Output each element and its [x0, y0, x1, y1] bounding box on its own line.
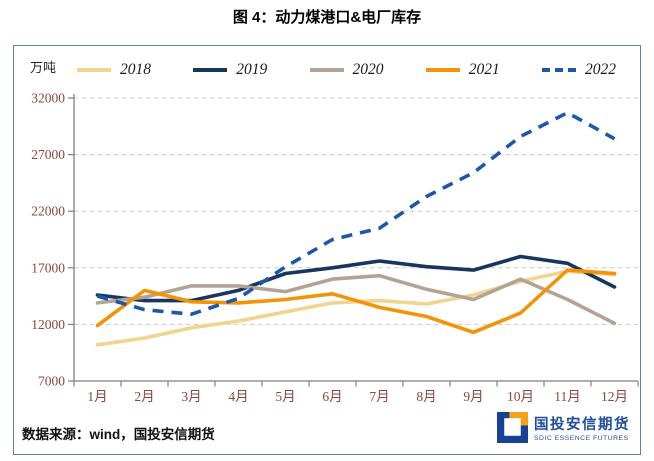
brand-logo: 国投安信期货 SDIC ESSENCE FUTURES: [497, 412, 630, 443]
y-tick-label: 12000: [31, 317, 65, 332]
x-tick-label: 3月: [181, 389, 201, 404]
legend-item-2022: 2022: [541, 61, 616, 79]
y-tick-label: 22000: [31, 204, 65, 219]
x-tick-label: 2月: [134, 389, 154, 404]
y-tick-label: 27000: [31, 147, 65, 162]
x-tick-label: 12月: [601, 389, 628, 404]
legend-line-sample: [542, 68, 576, 72]
x-tick-label: 10月: [507, 389, 534, 404]
x-tick-label: 8月: [416, 389, 436, 404]
x-tick-label: 11月: [554, 389, 581, 404]
legend-label: 2021: [468, 61, 500, 78]
legend-item-2020: 2020: [309, 61, 384, 79]
x-tick-label: 9月: [463, 389, 483, 404]
legend-line-sample: [77, 68, 111, 72]
legend-label: 2020: [352, 61, 384, 78]
figure-title: 图 4：动力煤港口&电厂库存: [232, 9, 422, 26]
logo-company-subtitle: SDIC ESSENCE FUTURES: [534, 435, 629, 442]
data-source-text: 数据来源：wind，国投安信期货: [22, 427, 215, 442]
x-tick-label: 4月: [228, 389, 248, 404]
logo-company-name: 国投安信期货: [534, 417, 630, 433]
sdic-logo-icon: [497, 412, 528, 443]
legend-label: 2018: [120, 61, 151, 78]
logo-text: 国投安信期货 SDIC ESSENCE FUTURES: [534, 413, 630, 442]
x-tick-label: 7月: [369, 389, 389, 404]
series-line-2021: [95, 268, 617, 335]
series-line-2018: [95, 269, 617, 347]
x-tick-label: 6月: [322, 389, 342, 404]
legend-label: 2022: [585, 61, 616, 78]
y-tick-label: 17000: [31, 260, 65, 275]
line-chart: 7000 12000 17000 22000 27000 32000 1月 2月 3月 4月 5月 6…: [31, 91, 639, 404]
legend-line-sample: [193, 68, 228, 72]
series-line-2020: [95, 273, 617, 326]
y-axis-unit-label: 万吨: [30, 60, 57, 75]
legend-line-sample: [425, 68, 460, 72]
series-line-2022: [96, 110, 616, 317]
legend-item-2021: 2021: [425, 61, 500, 79]
legend-item-2018: 2018: [76, 61, 151, 79]
x-tick-label: 5月: [275, 389, 295, 404]
x-tick-label: 1月: [87, 389, 107, 404]
legend-item-2019: 2019: [192, 61, 267, 79]
chart-panel: 万吨 2018 2019 2020 2021 2022 7000 12000 17000 22…: [13, 45, 641, 455]
legend-label: 2019: [236, 61, 268, 78]
y-tick-label: 32000: [31, 91, 65, 106]
chart-legend: 2018 2019 2020 2021 2022: [76, 61, 616, 79]
y-tick-label: 7000: [38, 374, 65, 389]
legend-line-sample: [309, 68, 344, 72]
